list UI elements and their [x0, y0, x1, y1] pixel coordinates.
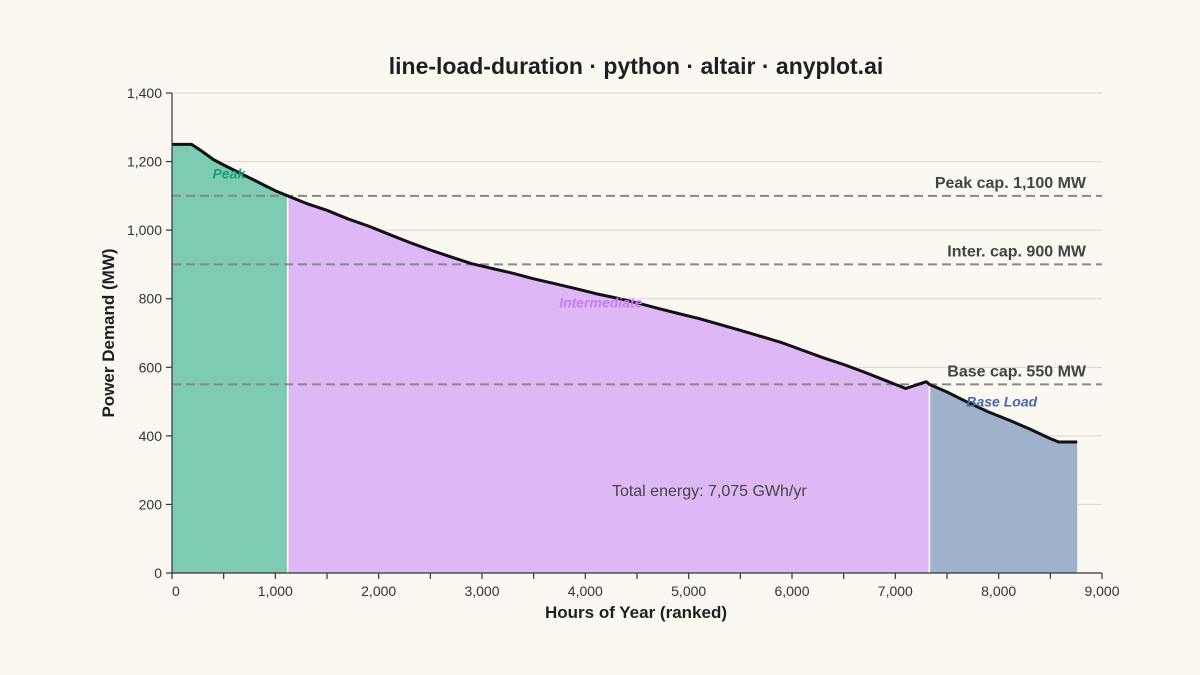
load-duration-curve — [172, 142, 1078, 444]
y-tick-label: 600 — [139, 359, 163, 375]
y-tick-label: 1,000 — [127, 222, 162, 238]
x-tick-label: 3,000 — [464, 583, 499, 599]
x-tick-label: 4,000 — [568, 583, 603, 599]
x-tick-label: 7,000 — [878, 583, 913, 599]
region-label-peak: Peak — [212, 166, 246, 182]
y-tick-label: 1,200 — [127, 154, 162, 170]
y-tick-label: 200 — [139, 496, 163, 512]
x-tick-label: 2,000 — [361, 583, 396, 599]
x-axis-title: Hours of Year (ranked) — [545, 603, 727, 622]
x-tick-label: 0 — [172, 583, 180, 599]
load-curve-group — [172, 142, 1078, 444]
axes: 0 200 400 600 800 1,000 1,200 1,400 0 1,000 2,000 3… — [127, 85, 1120, 599]
y-tick-label: 400 — [139, 428, 163, 444]
y-axis-title: Power Demand (MW) — [99, 248, 118, 417]
x-tick-label: 8,000 — [981, 583, 1016, 599]
annotations: Peak Intermediate Base Load Peak cap. 1,100… — [212, 166, 1086, 500]
chart-title: line-load-duration · python · altair · a… — [389, 53, 884, 79]
capacity-label: Base cap. 550 MW — [947, 363, 1087, 380]
duration-regions — [172, 144, 1078, 573]
x-tick-label: 9,000 — [1084, 583, 1119, 599]
y-tick-label: 800 — [139, 291, 163, 307]
capacity-label: Inter. cap. 900 MW — [947, 243, 1087, 260]
capacity-lines — [172, 194, 1102, 386]
region-label-base-load: Base Load — [966, 394, 1037, 410]
x-tick-label: 5,000 — [671, 583, 706, 599]
y-tick-label: 1,400 — [127, 85, 162, 101]
y-tick-label: 0 — [154, 565, 162, 581]
x-tick-label: 1,000 — [258, 583, 293, 599]
region-label-intermediate: Intermediate — [559, 294, 642, 310]
x-tick-label: 6,000 — [774, 583, 809, 599]
region-area-peak — [172, 144, 288, 573]
region-area-base-load — [929, 384, 1078, 573]
total-energy-label: Total energy: 7,075 GWh/yr — [612, 483, 807, 500]
capacity-label: Peak cap. 1,100 MW — [935, 175, 1087, 192]
